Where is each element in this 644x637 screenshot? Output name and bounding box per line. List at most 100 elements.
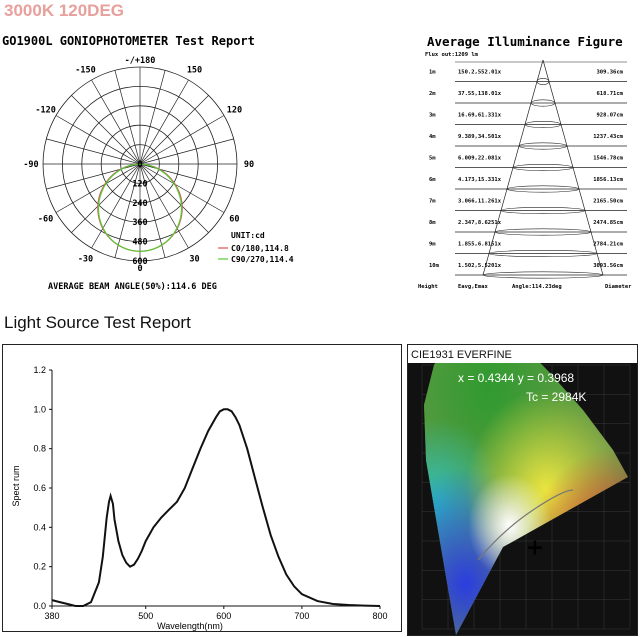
illum-diameter: 928.07cm (597, 113, 624, 119)
illum-ellipse (488, 250, 598, 258)
polar-spoke (139, 138, 234, 165)
polar-spoke (46, 138, 141, 165)
goniophotometer-title: GO1900L GONIOPHOTOMETER Test Report (2, 34, 255, 48)
polar-radial-label: 360 (132, 218, 147, 228)
polar-spoke (46, 163, 141, 190)
polar-unit-label: UNIT:cd (231, 231, 265, 240)
illuminance-rows: 1m 150.2,552.01x 309.36cm 2m 37.55,138.01x 61… (429, 59, 627, 279)
polar-angle-label: 0 (137, 264, 142, 274)
illum-eavg: 2.347,8.6251x (458, 220, 502, 226)
cie-title: CIE1931 EVERFINE (411, 349, 512, 361)
illum-ellipse (500, 207, 586, 215)
illum-ellipse (482, 271, 604, 279)
illum-height: 4m (429, 134, 436, 140)
cie-title-bar (408, 345, 637, 363)
polar-curve-1 (97, 163, 183, 252)
illum-ellipse (506, 185, 580, 193)
polar-angle-label: 60 (229, 215, 239, 225)
polar-spoke (55, 163, 141, 213)
illum-ellipse (536, 77, 550, 85)
polar-spoke (139, 79, 189, 165)
cie-xy-text: x = 0.4344 y = 0.3968 (458, 371, 574, 385)
illum-diameter: 309.36cm (597, 70, 624, 76)
polar-curves (97, 163, 183, 252)
illum-eavg: 16.69,61.331x (458, 113, 502, 119)
polar-labels: -/+180 -150 150 -120 120 -90 90 -60 60 -30 30 0 0 120… (23, 56, 254, 274)
illum-eavg: 9.389,34.501x (458, 134, 502, 140)
light-source-title: Light Source Test Report (4, 313, 191, 332)
spectrum-line (51, 408, 381, 607)
illum-diameter: 618.71cm (597, 91, 624, 97)
polar-radial-label: 0 (137, 160, 142, 170)
polar-spoke (114, 70, 141, 165)
y-tick-label: 0.4 (33, 522, 46, 532)
polar-grid (42, 66, 238, 262)
illum-ellipse (518, 142, 568, 150)
illum-eavg: 6.009,22.081x (458, 156, 502, 162)
polar-spoke (139, 115, 225, 165)
cie-tc-text: Tc = 2984K (526, 390, 586, 404)
polar-spoke (139, 95, 209, 165)
polar-angle-label: -150 (75, 66, 95, 76)
illum-height: 10m (429, 263, 440, 269)
illum-height: 3m (429, 113, 436, 119)
x-tick-label: 700 (294, 611, 309, 621)
y-tick-label: 0.0 (33, 601, 46, 611)
illuminance-figure: Flux out:1209 lm 1m 150.2,552.01x 309.36cm… (418, 52, 632, 290)
illum-eavg: 1.855,6.8151x (458, 242, 502, 248)
flux-label: Flux out:1209 lm (425, 52, 479, 58)
illum-eavg: 37.55,138.01x (458, 91, 502, 97)
polar-angle-label: -30 (78, 254, 93, 264)
x-tick-label: 500 (138, 611, 153, 621)
legend-c0-label: C0/180,114.8 (231, 244, 289, 253)
polar-angle-label: -90 (23, 160, 38, 170)
page-title: 3000K 120DEG (4, 1, 125, 20)
col-height-label: Height (418, 284, 438, 290)
polar-spoke (139, 163, 234, 190)
spectrum-panel (2, 344, 402, 632)
illum-height: 9m (429, 242, 436, 248)
spectrum-axes: 0.0 0.2 0.4 0.6 0.8 1.0 1.2 380 500 600 700 800 (33, 365, 387, 621)
illuminance-title: Average Illuminance Figure (427, 34, 623, 49)
illum-height: 5m (429, 156, 436, 162)
illum-diameter: 2165.50cm (593, 199, 623, 205)
illum-height: 7m (429, 199, 436, 205)
polar-spoke (114, 163, 141, 258)
col-angle-label: Angle:114.23deg (512, 284, 562, 290)
polar-spoke (91, 163, 141, 249)
illum-ellipse (530, 99, 556, 107)
illum-ellipse (524, 121, 562, 129)
planckian-locus (477, 489, 574, 561)
illum-eavg: 1.502,5.5201x (458, 263, 502, 269)
illum-ellipse (494, 228, 592, 236)
illum-eavg: 150.2,552.01x (458, 70, 502, 76)
polar-spoke (55, 115, 141, 165)
illum-diameter: 2474.85cm (593, 220, 623, 226)
polar-angle-label: -120 (35, 106, 55, 116)
polar-angle-label: 150 (187, 66, 202, 76)
polar-spoke (139, 163, 225, 213)
polar-angle-label: 90 (244, 160, 254, 170)
illum-eavg: 3.066,11.261x (458, 199, 502, 205)
polar-chart: -/+180 -150 150 -120 120 -90 90 -60 60 -30 30 0 0 120… (23, 56, 293, 292)
illum-height: 2m (429, 91, 436, 97)
polar-angle-label: 120 (227, 106, 242, 116)
spectrum-chart: 0.0 0.2 0.4 0.6 0.8 1.0 1.2 380 500 600 700 800 Wav… (11, 365, 388, 631)
illum-diameter: 3093.56cm (593, 263, 623, 269)
col-diameter-label: Diameter (605, 284, 632, 290)
polar-radial-label: 480 (132, 238, 147, 248)
illum-height: 6m (429, 177, 436, 183)
x-tick-label: 380 (44, 611, 59, 621)
x-axis-label: Wavelength(nm) (157, 621, 223, 631)
cie-point-marker (527, 540, 542, 555)
y-tick-label: 0.6 (33, 483, 46, 493)
polar-angle-label: 30 (189, 254, 199, 264)
polar-spoke (139, 163, 189, 249)
y-axis-label: Spect rum (11, 465, 21, 506)
illum-height: 8m (429, 220, 436, 226)
y-tick-label: 1.2 (33, 365, 46, 375)
polar-angle-label: -60 (38, 215, 53, 225)
polar-spoke (71, 95, 141, 165)
col-eavg-label: Eavg,Emax (458, 284, 488, 290)
illum-diameter: 2784.21cm (593, 242, 623, 248)
